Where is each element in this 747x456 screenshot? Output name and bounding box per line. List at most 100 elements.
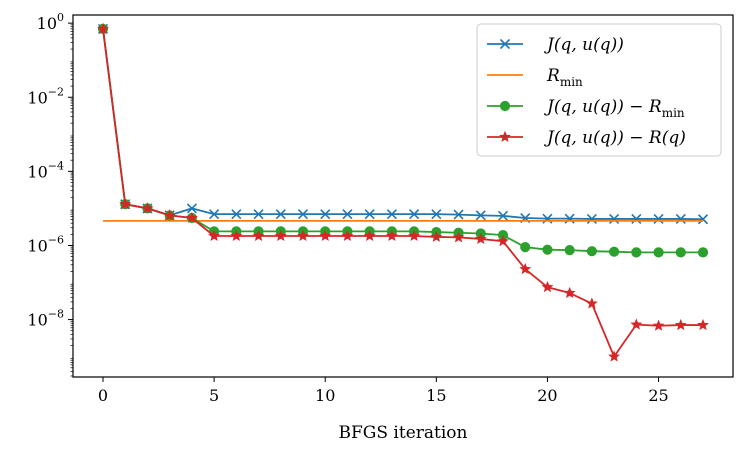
legend-entry-2: J(q, u(q)) − Rmin [487, 97, 685, 120]
series-3-point-22 [585, 297, 598, 309]
series-0-point-9 [297, 209, 309, 220]
series-2-line [102, 28, 703, 254]
series-0-point-16 [453, 209, 464, 220]
y-tick-label--4: 10−4 [27, 159, 64, 181]
series-2-point-23 [609, 246, 620, 257]
y-tick-exponent: 0 [57, 11, 64, 24]
legend-label-main: J(q, u(q)) [544, 35, 624, 55]
legend-label-subscript: min [560, 75, 583, 89]
y-tick-exponent: −2 [48, 85, 64, 98]
y-tick-label--2: 10−2 [27, 85, 64, 107]
x-tick-label-20: 20 [537, 386, 557, 405]
series-3-point-24 [630, 318, 643, 330]
y-tick-exponent: −6 [48, 233, 64, 246]
series-0-point-5 [209, 209, 220, 220]
legend-label-subscript: min [662, 106, 685, 120]
series-3-point-4 [185, 211, 198, 224]
series-2-point-20 [542, 244, 553, 255]
legend-entry-0: J(q, u(q)) [487, 35, 624, 55]
series-3-point-8 [274, 229, 287, 242]
series-0-point-10 [320, 209, 331, 220]
series-0-point-15 [431, 209, 442, 220]
series-0-point-14 [409, 209, 420, 220]
legend-marker-2 [499, 100, 511, 112]
series-2-point-21 [564, 244, 575, 256]
series-3-point-16 [452, 231, 465, 243]
series-3-point-12 [363, 229, 376, 242]
y-tick-base: 10 [27, 311, 47, 330]
y-tick-base: 10 [27, 236, 47, 255]
series-3-point-7 [252, 229, 265, 242]
x-tick-label-15: 15 [426, 386, 446, 405]
series-3-point-13 [385, 229, 398, 242]
y-tick-base: 10 [27, 162, 47, 181]
plot-frame [72, 14, 734, 378]
series-3-point-27 [697, 318, 709, 331]
series-0-point-12 [364, 209, 375, 220]
series-3-point-11 [341, 229, 354, 242]
legend-box [476, 23, 722, 157]
legend-label-main: R [546, 66, 560, 86]
series-3-point-3 [163, 209, 176, 221]
legend-marker-3 [499, 130, 511, 143]
legend-entry-3: J(q, u(q)) − R(q) [487, 128, 686, 148]
legend-label-1: Rmin [546, 66, 583, 89]
y-tick-base: 10 [27, 88, 47, 107]
y-tick-base: 10 [37, 14, 57, 33]
series-3-point-18 [497, 235, 509, 247]
series-3-line [102, 28, 703, 358]
y-tick-label-0: 100 [37, 11, 64, 33]
series-2-point-25 [653, 247, 664, 258]
series-3-point-6 [230, 229, 243, 242]
series-0-point-7 [253, 209, 264, 220]
legend-label-main: J(q, u(q)) − R(q) [544, 128, 686, 148]
y-tick-exponent: −4 [48, 159, 64, 172]
legend-label-main: J(q, u(q)) − R [544, 97, 662, 117]
series-2-point-24 [631, 247, 642, 258]
series-0-point-8 [275, 209, 286, 220]
series-3-point-5 [208, 229, 221, 242]
series-0-point-23 [609, 213, 620, 225]
legend-label-0: J(q, u(q)) [544, 35, 624, 55]
series-3-point-23 [608, 350, 621, 362]
series-3-point-10 [319, 229, 332, 242]
series-layer [97, 22, 709, 362]
series-3-point-21 [563, 286, 576, 299]
y-tick-label--6: 10−6 [27, 233, 64, 255]
x-axis-label: BFGS iteration [339, 423, 468, 443]
series-0-point-11 [342, 209, 353, 220]
series-3-point-20 [541, 280, 554, 293]
series-3-point-26 [674, 318, 687, 331]
series-0-point-13 [386, 209, 397, 220]
series-3-point-15 [430, 230, 443, 242]
series-0-point-4 [186, 203, 197, 214]
series-2-point-22 [586, 246, 597, 257]
series-3-point-1 [119, 197, 132, 210]
series-3-point-14 [408, 229, 421, 242]
series-3-point-2 [141, 202, 154, 214]
series-0-point-22 [586, 213, 597, 225]
legend-entry-1: Rmin [487, 66, 583, 89]
legend-label-2: J(q, u(q)) − Rmin [544, 97, 685, 120]
x-tick-label-10: 10 [315, 386, 335, 405]
series-2-point-26 [675, 247, 686, 258]
series-2-point-27 [697, 247, 709, 258]
series-0-point-6 [231, 209, 242, 220]
legend-marker-0 [499, 38, 511, 50]
series-0-point-17 [475, 210, 486, 221]
series-0-point-26 [675, 213, 686, 225]
y-tick-exponent: −8 [48, 308, 64, 321]
series-3-point-0 [97, 22, 109, 34]
series-3-point-19 [519, 262, 532, 275]
x-tick-label-0: 0 [98, 386, 108, 405]
x-tick-label-25: 25 [648, 386, 668, 405]
series-3-point-25 [652, 319, 665, 331]
x-axis: 0 5 10 15 20 25 [98, 377, 669, 405]
series-2-point-19 [520, 242, 531, 253]
series-3 [97, 22, 709, 362]
series-0-point-25 [653, 213, 664, 225]
